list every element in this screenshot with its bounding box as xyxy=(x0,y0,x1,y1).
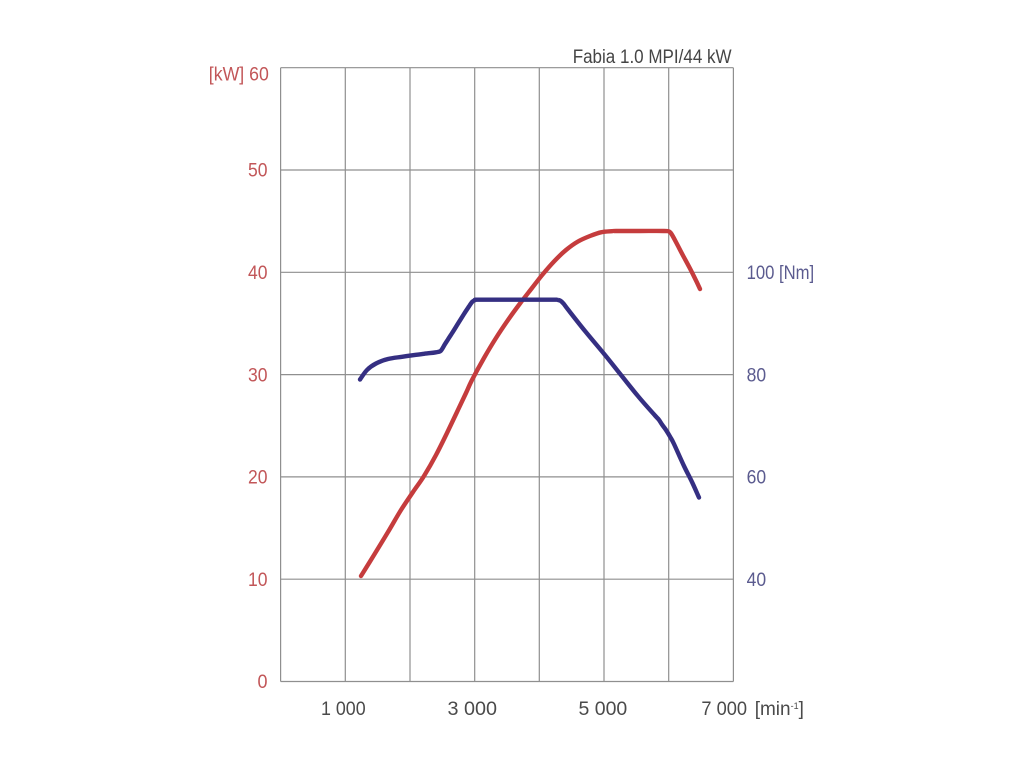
svg-text:3 000: 3 000 xyxy=(448,699,498,720)
svg-text:40: 40 xyxy=(248,263,268,284)
svg-text:10: 10 xyxy=(248,570,268,591)
svg-text:30: 30 xyxy=(248,365,268,386)
svg-text:0: 0 xyxy=(258,672,268,693)
svg-text:5 000: 5 000 xyxy=(579,699,628,720)
svg-text:20: 20 xyxy=(248,468,268,489)
svg-text:[kW] 60: [kW] 60 xyxy=(209,64,269,85)
svg-text:40: 40 xyxy=(747,570,767,591)
svg-text:1 000: 1 000 xyxy=(321,699,366,720)
svg-text:80: 80 xyxy=(747,365,767,386)
svg-text:50: 50 xyxy=(248,161,268,182)
svg-text:Fabia 1.0 MPI/44 kW: Fabia 1.0 MPI/44 kW xyxy=(573,47,732,68)
svg-text:60: 60 xyxy=(747,468,767,489)
svg-text:100 [Nm]: 100 [Nm] xyxy=(747,263,815,284)
svg-text:7 000: 7 000 xyxy=(701,699,747,720)
